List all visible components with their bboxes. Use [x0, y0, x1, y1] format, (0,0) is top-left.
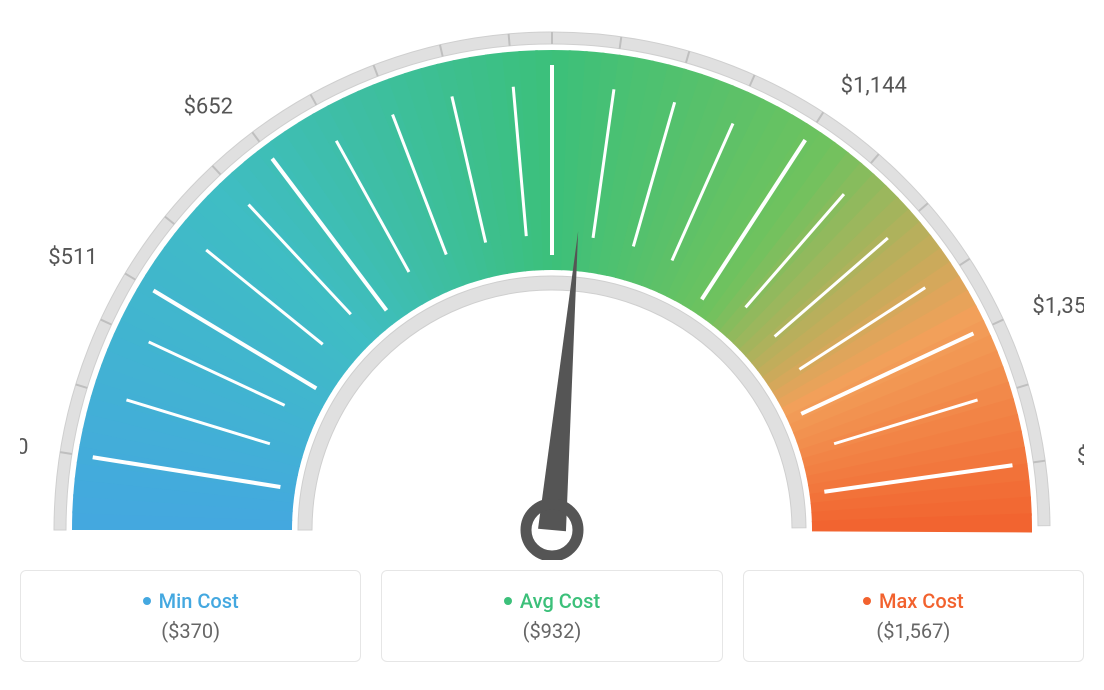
- tick-label: $370: [20, 435, 29, 460]
- tick-label: $1,356: [1032, 294, 1084, 319]
- legend-label-max: Max Cost: [863, 589, 964, 613]
- legend-value-max: ($1,567): [754, 619, 1073, 643]
- legend-value-avg: ($932): [392, 619, 711, 643]
- gauge-svg: $370$511$652$932$1,144$1,356$1,567: [20, 20, 1084, 560]
- tick-label: $511: [48, 245, 97, 270]
- legend-text-min: Min Cost: [159, 589, 239, 613]
- tick-label: $652: [184, 95, 233, 120]
- legend-text-max: Max Cost: [879, 589, 964, 613]
- legend-label-avg: Avg Cost: [504, 589, 600, 613]
- legend-label-min: Min Cost: [143, 589, 239, 613]
- legend-dot-max: [863, 597, 871, 605]
- tick-label: $1,144: [841, 74, 907, 99]
- legend-text-avg: Avg Cost: [520, 589, 600, 613]
- tick-label: $1,567: [1077, 444, 1084, 469]
- legend-row: Min Cost ($370) Avg Cost ($932) Max Cost…: [20, 570, 1084, 662]
- cost-gauge-chart: $370$511$652$932$1,144$1,356$1,567: [20, 20, 1084, 560]
- legend-dot-min: [143, 597, 151, 605]
- legend-card-min: Min Cost ($370): [20, 570, 361, 662]
- legend-card-max: Max Cost ($1,567): [743, 570, 1084, 662]
- legend-card-avg: Avg Cost ($932): [381, 570, 722, 662]
- legend-dot-avg: [504, 597, 512, 605]
- legend-value-min: ($370): [31, 619, 350, 643]
